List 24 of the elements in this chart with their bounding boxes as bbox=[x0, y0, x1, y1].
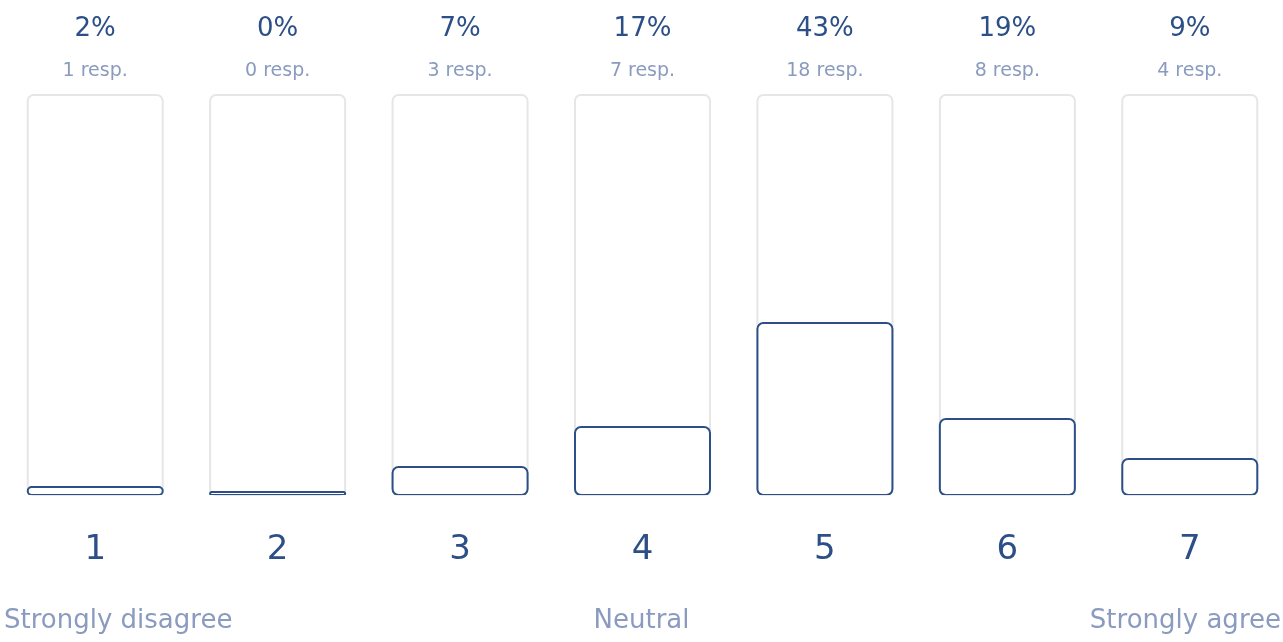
data-label: 0% bbox=[257, 12, 299, 42]
text: Strongly agree bbox=[1089, 604, 1281, 634]
x-tick-label: 2 bbox=[266, 527, 289, 568]
data-label: 9% bbox=[1169, 12, 1211, 42]
data-label: 43% bbox=[796, 12, 854, 42]
text: 0 resp. bbox=[245, 58, 311, 80]
text: 4 resp. bbox=[1157, 58, 1223, 80]
x-tick-label: 5 bbox=[814, 527, 836, 568]
x-tick-label: 6 bbox=[996, 527, 1019, 568]
x-tick-label: 7 bbox=[1178, 527, 1201, 568]
text: 7 resp. bbox=[609, 58, 676, 80]
data-label: 7% bbox=[439, 12, 481, 42]
x-tick-label: 3 bbox=[449, 527, 471, 568]
data-label: 17% bbox=[613, 12, 672, 42]
text: 3 resp. bbox=[427, 58, 493, 80]
x-tick-label: 1 bbox=[84, 527, 107, 568]
data-label: 19% bbox=[978, 12, 1037, 42]
text: 18 resp. bbox=[786, 58, 864, 80]
text: Neutral bbox=[593, 604, 690, 634]
data-label: 2% bbox=[74, 12, 116, 42]
x-tick-label: 4 bbox=[631, 527, 654, 568]
text: 8 resp. bbox=[974, 58, 1040, 80]
text: 1 resp. bbox=[62, 58, 128, 80]
text: Strongly disagree bbox=[4, 604, 233, 634]
